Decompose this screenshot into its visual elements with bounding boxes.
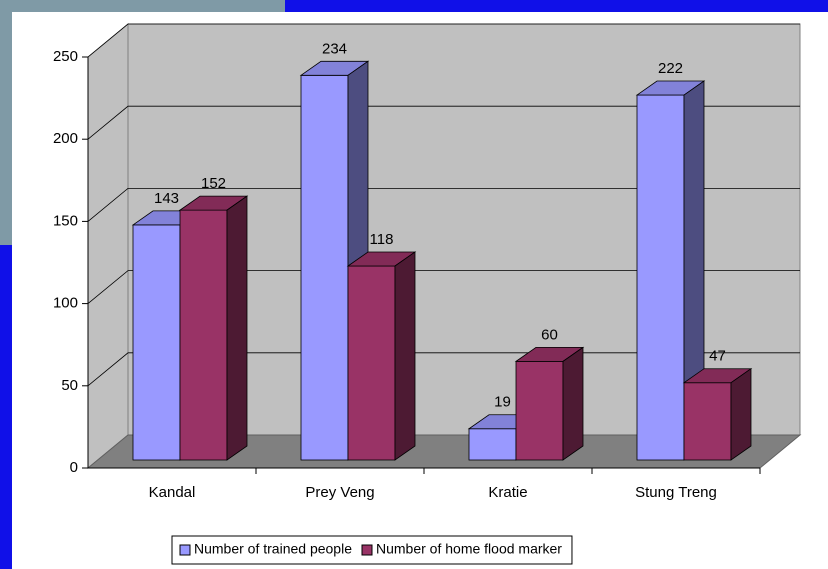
value-label: 118	[370, 231, 394, 248]
bar-side	[562, 346, 584, 461]
value-label: 234	[322, 40, 347, 57]
bar-front	[179, 209, 228, 461]
side-wall	[87, 22, 129, 470]
bar-front	[515, 360, 564, 461]
grid-line	[87, 187, 800, 222]
bar-side	[730, 367, 752, 461]
y-tick-label: 200	[53, 130, 78, 147]
y-tick-label: 0	[70, 459, 78, 476]
legend-label: Number of trained people	[194, 541, 352, 557]
value-label: 143	[154, 190, 179, 207]
y-tick-label: 150	[53, 212, 78, 229]
bar-front	[683, 382, 732, 461]
legend-swatch	[361, 544, 373, 556]
grid-line	[87, 23, 800, 58]
value-label: 222	[658, 60, 683, 77]
value-label: 19	[494, 394, 511, 411]
bar-side	[226, 195, 248, 461]
y-tick-label: 100	[53, 295, 78, 312]
bar-front	[468, 428, 517, 461]
x-tick-label: Stung Treng	[635, 484, 717, 501]
bar-front	[300, 74, 349, 461]
x-tick-label: Kratie	[488, 484, 527, 501]
grid-line	[87, 270, 800, 304]
x-tick-label: Prey Veng	[305, 484, 374, 501]
bar-front	[347, 265, 396, 461]
value-label: 152	[201, 175, 226, 192]
grid-line	[87, 105, 800, 140]
y-tick-label: 50	[61, 377, 78, 394]
legend-swatch	[179, 544, 191, 556]
value-label: 47	[709, 348, 726, 365]
bar-side	[394, 251, 416, 461]
y-tick-label: 250	[53, 48, 78, 65]
value-label: 60	[541, 326, 558, 343]
x-tick-label: Kandal	[149, 484, 196, 501]
bar-front	[132, 224, 181, 461]
bar-front	[636, 94, 685, 461]
legend-label: Number of home flood marker	[376, 541, 562, 557]
